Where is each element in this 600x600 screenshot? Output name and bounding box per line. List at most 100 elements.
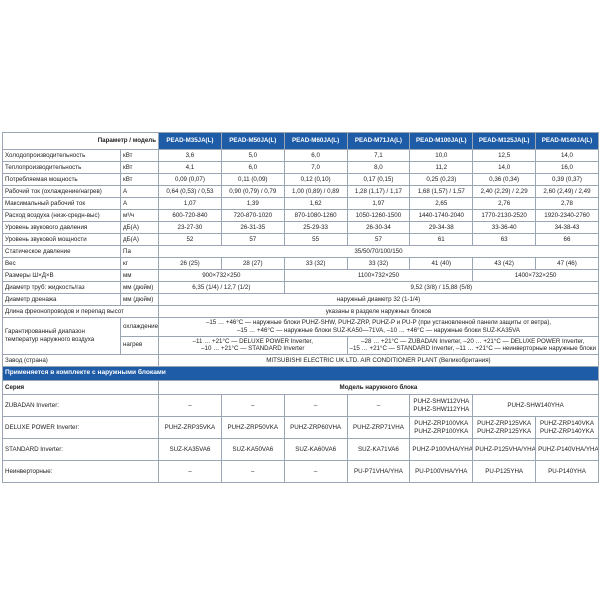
- param-unit: мм (дюйм): [120, 293, 159, 306]
- cell-line: PUHZ-SHW112YHA: [413, 405, 470, 413]
- series-label: Неинверторные:: [2, 460, 159, 483]
- value-cell: –28 … +21°C — ZUBADAN Inverter, –20 … +2…: [346, 335, 599, 355]
- cell-line: PU-P140YHA: [548, 467, 586, 475]
- value-cell: 2,40 (2,29) / 2,29: [472, 185, 537, 198]
- param-label: Вес: [2, 257, 121, 270]
- param-label: Максимальный рабочий ток: [2, 197, 121, 210]
- value-cell: –11 … +21°C — DELUXE POWER Inverter, –10 …: [158, 335, 348, 355]
- model-cell: –: [158, 394, 222, 417]
- cell-line: –: [313, 401, 318, 409]
- cell-line: SUZ-KA35VA6: [169, 445, 211, 453]
- value-cell: 900×732×250: [158, 269, 285, 282]
- model-cell: PUHZ-P125VHA/YHA: [472, 438, 537, 461]
- table-row: Вес кг 26 (25) 28 (27) 33 (32) 33 (32) 41 (40)…: [2, 257, 599, 270]
- model-cell: SUZ-KA35VA6: [158, 438, 222, 461]
- cell-line: PUHZ-ZRP140YKA: [539, 427, 594, 435]
- spec-table: Параметр / модель PEAD-M35JA(L) PEAD-M50JA…: [2, 132, 599, 483]
- model-header: PEAD-M50JA(L): [220, 132, 285, 150]
- param-label: Диаметр труб: жидкость/газ: [2, 281, 121, 294]
- value-cell: 26-30-34: [346, 221, 411, 234]
- param-unit: мм (дюйм): [120, 281, 159, 294]
- section-bar: Применяется в комплекте с наружными блок…: [2, 366, 599, 381]
- table-row: Неинверторные: – – – PU-P71VHA/YHA PU-P100VHA…: [2, 460, 599, 483]
- model-header: PEAD-M71JA(L): [346, 132, 411, 150]
- value-cell: 0,64 (0,53) / 0,53: [158, 185, 222, 198]
- value-cell: 2,65: [409, 197, 474, 210]
- model-header: PEAD-M125JA(L): [472, 132, 537, 150]
- value-cell: 0,39 (0,37): [535, 173, 599, 186]
- spec-sheet: Параметр / модель PEAD-M35JA(L) PEAD-M50JA…: [2, 132, 599, 483]
- param-mode: нагрев: [120, 335, 159, 355]
- cell-line: PUHZ-P125VHA/YHA: [475, 445, 536, 453]
- model-cell: –: [220, 394, 285, 417]
- cell-line: PUHZ-SHW112VHA: [413, 397, 470, 405]
- param-unit: кВт: [120, 173, 159, 186]
- param-label: Диаметр дренажа: [2, 293, 121, 306]
- value-cell: 1,62: [283, 197, 348, 210]
- cell-line: PUHZ-P140VHA/YHA: [538, 445, 599, 453]
- table-row: Размеры Ш×Д×В мм 900×732×250 1100×732×250 14…: [2, 269, 599, 282]
- value-cell: 55: [283, 233, 348, 246]
- param-label: Размеры Ш×Д×В: [2, 269, 121, 282]
- cell-line: –11 … +21°C — DELUXE POWER Inverter,: [192, 337, 313, 345]
- value-cell: 57: [220, 233, 285, 246]
- value-cell: 14,0: [535, 149, 599, 162]
- param-unit: Па: [120, 245, 159, 258]
- table-row: Холодопроизводительность кВт 3,6 5,0 6,0 7,1 1…: [2, 149, 599, 162]
- value-cell: 0,09 (0,07): [158, 173, 222, 186]
- param-label: Рабочий ток (охлаждение/нагрев): [2, 185, 121, 198]
- model-cell: PU-P125YHA: [472, 460, 537, 483]
- header-label: Параметр / модель: [2, 132, 159, 150]
- param-unit: кВт: [120, 161, 159, 174]
- model-cell: PUHZ-ZRP140VKA PUHZ-ZRP140YKA: [535, 416, 599, 439]
- table-row: Уровень звуковой мощности дБ(А) 52 57 55 57 61…: [2, 233, 599, 246]
- cell-line: –: [251, 401, 255, 409]
- value-cell: 2,76: [472, 197, 537, 210]
- value-cell: 61: [409, 233, 474, 246]
- model-cell: SUZ-KA50VA6: [220, 438, 285, 461]
- series-label: DELUXE POWER Inverter:: [2, 416, 159, 439]
- param-label: Завод (страна): [2, 354, 159, 367]
- value-cell: 1,97: [346, 197, 411, 210]
- param-label: Уровень звуковой мощности: [2, 233, 121, 246]
- value-cell: –15 … +46°C — наружные блоки PUHZ-SHW, P…: [158, 317, 599, 337]
- cell-line: –15 … +21°C — STANDARD Inverter, –11 … +…: [349, 345, 596, 353]
- param-unit: м³/ч: [120, 209, 159, 222]
- series-label: ZUBADAN Inverter:: [2, 394, 159, 417]
- value-cell: 1440-1740-2040: [409, 209, 474, 222]
- value-cell: 25-29-33: [283, 221, 348, 234]
- cell-line: SUZ-KA50VA6: [232, 445, 274, 453]
- cell-line: –: [376, 401, 381, 409]
- param-label: Теплопроизводительность: [2, 161, 121, 174]
- value-cell: 6,0: [283, 149, 348, 162]
- cell-line: –: [188, 467, 192, 475]
- value-cell: 870-1080-1260: [283, 209, 348, 222]
- value-cell: 6,35 (1/4) / 12,7 (1/2): [158, 281, 285, 294]
- param-unit: кг: [120, 257, 159, 270]
- value-cell: 4,1: [158, 161, 222, 174]
- model-cell: PUHZ-ZRP100VKA PUHZ-ZRP100YKA: [409, 416, 474, 439]
- table-row: Длина фреонопроводов и перепад высот указ…: [2, 305, 599, 318]
- value-cell: 7,1: [346, 149, 411, 162]
- param-unit: кВт: [120, 149, 159, 162]
- value-cell: 2,78: [535, 197, 599, 210]
- series-label: STANDARD Inverter:: [2, 438, 159, 461]
- cell-line: PUHZ-ZRP35VKA: [164, 423, 216, 431]
- model-cell: PUHZ-ZRP60VHA: [283, 416, 348, 439]
- value-cell: 0,25 (0,23): [409, 173, 474, 186]
- value-cell: 0,17 (0,15): [346, 173, 411, 186]
- value-cell: 1,07: [158, 197, 222, 210]
- value-cell: 0,36 (0,34): [472, 173, 537, 186]
- model-cell: PUHZ-ZRP35VKA: [158, 416, 222, 439]
- cell-line: –10 … +21°C — STANDARD Inverter: [201, 345, 305, 353]
- value-cell: 1400×732×250: [472, 269, 599, 282]
- value-cell: 1,00 (0,89) / 0,89: [283, 185, 348, 198]
- value-cell: 33-36-40: [472, 221, 537, 234]
- param-unit: А: [120, 185, 159, 198]
- model-header: Модель наружного блока: [158, 380, 599, 395]
- model-cell: SUZ-KA60VA6: [283, 438, 348, 461]
- model-cell: SUZ-KA71VA6: [346, 438, 411, 461]
- param-label: Длина фреонопроводов и перепад высот: [2, 305, 159, 318]
- cell-line: –15 … +46°C — наружные блоки SUZ-KA50—71…: [236, 326, 520, 334]
